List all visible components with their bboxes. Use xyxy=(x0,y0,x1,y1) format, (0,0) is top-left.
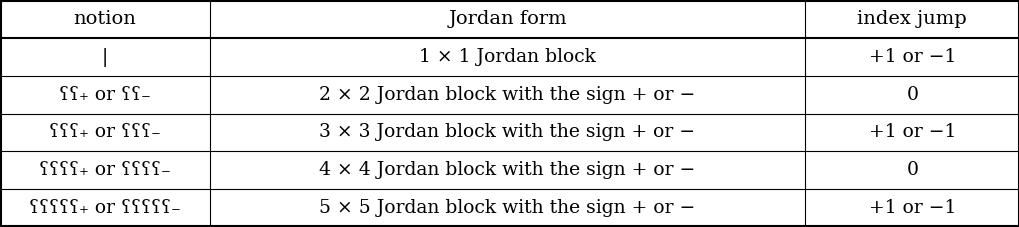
Text: Jordan form: Jordan form xyxy=(447,10,567,29)
Text: ʕʕʕʕʕ₊ or ʕʕʕʕʕ₋: ʕʕʕʕʕ₊ or ʕʕʕʕʕ₋ xyxy=(30,198,180,217)
Text: ʕʕʕ₊ or ʕʕʕ₋: ʕʕʕ₊ or ʕʕʕ₋ xyxy=(49,123,161,141)
Text: |: | xyxy=(102,48,108,67)
Text: 1 × 1 Jordan block: 1 × 1 Jordan block xyxy=(419,48,595,66)
Text: +1 or −1: +1 or −1 xyxy=(868,48,955,66)
Text: +1 or −1: +1 or −1 xyxy=(868,198,955,217)
Text: 5 × 5 Jordan block with the sign + or −: 5 × 5 Jordan block with the sign + or − xyxy=(319,198,695,217)
Text: index jump: index jump xyxy=(857,10,966,29)
Text: notion: notion xyxy=(73,10,137,29)
Text: 2 × 2 Jordan block with the sign + or −: 2 × 2 Jordan block with the sign + or − xyxy=(319,86,695,104)
Text: +1 or −1: +1 or −1 xyxy=(868,123,955,141)
Text: 0: 0 xyxy=(906,161,917,179)
Text: 3 × 3 Jordan block with the sign + or −: 3 × 3 Jordan block with the sign + or − xyxy=(319,123,695,141)
Text: ʕʕ₊ or ʕʕ₋: ʕʕ₊ or ʕʕ₋ xyxy=(59,86,151,104)
Text: 0: 0 xyxy=(906,86,917,104)
Text: ʕʕʕʕ₊ or ʕʕʕʕ₋: ʕʕʕʕ₊ or ʕʕʕʕ₋ xyxy=(39,161,171,179)
Text: 4 × 4 Jordan block with the sign + or −: 4 × 4 Jordan block with the sign + or − xyxy=(319,161,695,179)
